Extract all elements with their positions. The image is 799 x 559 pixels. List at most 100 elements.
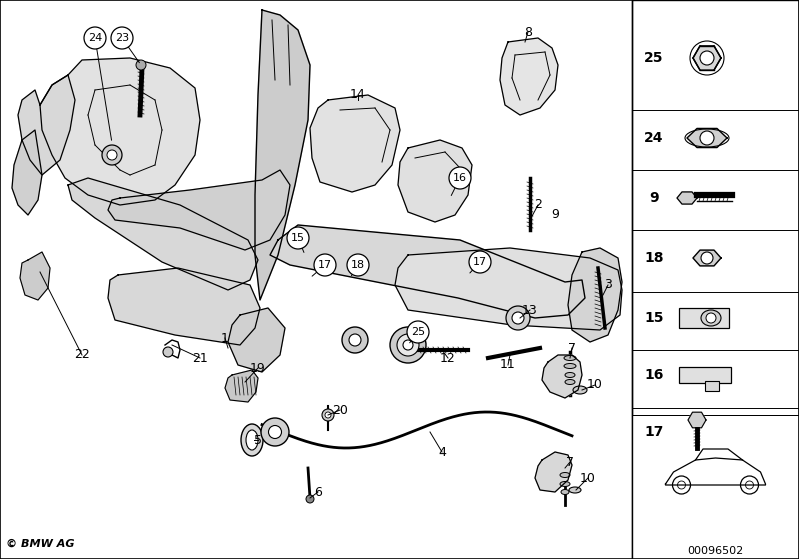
Text: 7: 7 <box>566 456 574 468</box>
Text: 18: 18 <box>644 251 664 265</box>
Circle shape <box>449 167 471 189</box>
Polygon shape <box>20 252 50 300</box>
Text: 5: 5 <box>254 433 262 447</box>
Polygon shape <box>688 412 706 428</box>
Ellipse shape <box>261 418 289 446</box>
Ellipse shape <box>560 472 570 477</box>
Circle shape <box>349 334 361 346</box>
Circle shape <box>700 51 714 65</box>
Text: 23: 23 <box>115 33 129 43</box>
Text: 25: 25 <box>644 51 664 65</box>
Circle shape <box>706 313 716 323</box>
Polygon shape <box>68 178 258 290</box>
Circle shape <box>322 409 334 421</box>
Circle shape <box>701 252 713 264</box>
Polygon shape <box>108 268 260 345</box>
Polygon shape <box>398 140 472 222</box>
Polygon shape <box>500 38 558 115</box>
Polygon shape <box>535 452 572 492</box>
Ellipse shape <box>701 310 721 326</box>
Text: 20: 20 <box>332 404 348 416</box>
Text: 19: 19 <box>250 362 266 375</box>
Text: 12: 12 <box>440 352 456 364</box>
Text: 16: 16 <box>453 173 467 183</box>
Text: 10: 10 <box>580 471 596 485</box>
Text: 2: 2 <box>534 198 542 211</box>
Polygon shape <box>677 192 697 204</box>
Circle shape <box>84 27 106 49</box>
Text: 3: 3 <box>604 278 612 291</box>
Circle shape <box>506 306 530 330</box>
Circle shape <box>136 60 146 70</box>
Polygon shape <box>568 248 622 342</box>
Text: 1: 1 <box>221 331 229 344</box>
Ellipse shape <box>564 356 576 361</box>
Polygon shape <box>255 10 310 300</box>
Ellipse shape <box>564 363 576 368</box>
Text: 11: 11 <box>500 358 516 372</box>
Circle shape <box>403 340 413 350</box>
Circle shape <box>512 312 524 324</box>
Text: 6: 6 <box>314 486 322 499</box>
Bar <box>632 0 799 559</box>
Bar <box>679 308 729 328</box>
Text: 10: 10 <box>587 378 603 391</box>
Text: 17: 17 <box>318 260 332 270</box>
Polygon shape <box>40 58 200 205</box>
Ellipse shape <box>268 425 281 438</box>
Polygon shape <box>108 170 290 250</box>
Polygon shape <box>395 248 622 330</box>
Ellipse shape <box>565 372 575 377</box>
Polygon shape <box>693 46 721 70</box>
Ellipse shape <box>560 481 570 486</box>
Text: 13: 13 <box>522 304 538 316</box>
Text: 9: 9 <box>649 191 659 205</box>
Polygon shape <box>225 370 258 402</box>
Ellipse shape <box>565 380 575 385</box>
Text: 14: 14 <box>350 88 366 102</box>
Text: 17: 17 <box>644 425 664 439</box>
Text: 24: 24 <box>88 33 102 43</box>
Polygon shape <box>693 250 721 266</box>
Ellipse shape <box>561 490 569 495</box>
Polygon shape <box>687 129 727 148</box>
Circle shape <box>342 327 368 353</box>
Circle shape <box>306 495 314 503</box>
Text: 22: 22 <box>74 348 89 362</box>
Circle shape <box>102 145 122 165</box>
Text: 25: 25 <box>411 327 425 337</box>
Bar <box>679 367 731 383</box>
Text: 15: 15 <box>291 233 305 243</box>
Text: 17: 17 <box>473 257 487 267</box>
Text: 24: 24 <box>644 131 664 145</box>
Polygon shape <box>12 130 42 215</box>
Circle shape <box>163 347 173 357</box>
Circle shape <box>287 227 309 249</box>
Circle shape <box>407 321 429 343</box>
Polygon shape <box>542 355 582 398</box>
Bar <box>705 381 719 391</box>
Circle shape <box>700 131 714 145</box>
Text: 16: 16 <box>644 368 664 382</box>
Circle shape <box>390 327 426 363</box>
Ellipse shape <box>241 424 263 456</box>
Ellipse shape <box>573 386 587 394</box>
Ellipse shape <box>569 487 581 493</box>
Circle shape <box>325 412 331 418</box>
Bar <box>632 415 799 559</box>
Circle shape <box>107 150 117 160</box>
Polygon shape <box>18 75 75 175</box>
Text: 4: 4 <box>438 446 446 458</box>
Polygon shape <box>270 225 585 318</box>
Ellipse shape <box>246 430 258 450</box>
Text: © BMW AG: © BMW AG <box>6 539 74 549</box>
Text: 8: 8 <box>524 26 532 39</box>
Polygon shape <box>310 95 400 192</box>
Circle shape <box>314 254 336 276</box>
Circle shape <box>111 27 133 49</box>
Text: 15: 15 <box>644 311 664 325</box>
Text: 00096502: 00096502 <box>687 546 744 556</box>
Circle shape <box>347 254 369 276</box>
Text: 9: 9 <box>551 209 559 221</box>
Text: 18: 18 <box>351 260 365 270</box>
